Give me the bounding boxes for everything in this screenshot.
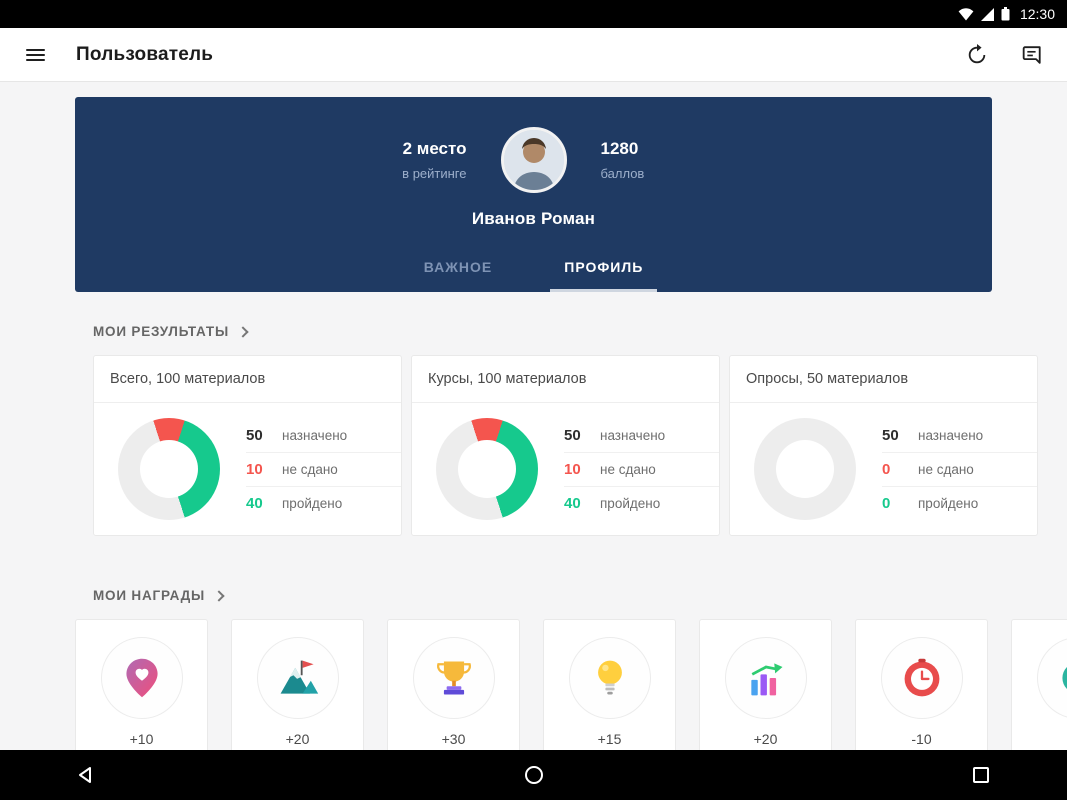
award-points: +20 bbox=[753, 731, 778, 747]
award-trophy-icon bbox=[436, 661, 471, 695]
result-card-title: Опросы, 50 материалов bbox=[730, 356, 1037, 403]
award-circle bbox=[256, 637, 339, 719]
status-time: 12:30 bbox=[1019, 6, 1055, 22]
profile-card: 2 место в рейтинге 1280 баллов Иванов Ро… bbox=[75, 97, 992, 292]
awards-section-title: МОИ НАГРАДЫ bbox=[93, 588, 206, 603]
legend-row: 0 не сдано bbox=[882, 452, 1037, 486]
legend-row: 50 назначено bbox=[246, 426, 348, 444]
refresh-button[interactable] bbox=[963, 41, 991, 69]
legend-row: 0 пройдено bbox=[882, 486, 1037, 520]
rank-block: 2 место в рейтинге bbox=[357, 139, 467, 181]
donut-chart bbox=[754, 418, 856, 520]
status-bar: 12:30 bbox=[0, 0, 1067, 28]
legend-row: 50 назначено bbox=[564, 426, 666, 444]
navigation-bar bbox=[0, 750, 1067, 800]
donut-chart bbox=[436, 418, 538, 520]
profile-tabs: ВАЖНОЕ ПРОФИЛЬ bbox=[75, 247, 992, 292]
award-lightbulb-icon bbox=[597, 660, 622, 695]
back-icon bbox=[79, 767, 91, 783]
page-title: Пользователь bbox=[76, 43, 214, 65]
award-mountain-flag-icon bbox=[280, 660, 318, 694]
results-row: Всего, 100 материалов 50 назначено 10 не… bbox=[93, 355, 1067, 536]
refresh-icon bbox=[968, 43, 986, 63]
result-card-courses: Курсы, 100 материалов 50 назначено 10 не… bbox=[411, 355, 720, 536]
legend: 50 назначено 10 не сдано 40 пройдено bbox=[564, 418, 719, 520]
legend: 50 назначено 0 не сдано 0 пройдено bbox=[882, 418, 1037, 520]
chat-icon bbox=[1022, 45, 1041, 64]
award-partial-icon bbox=[1061, 666, 1067, 690]
legend-row: 10 не сдано bbox=[246, 452, 401, 486]
award-points: +15 bbox=[597, 731, 622, 747]
result-card-title: Курсы, 100 материалов bbox=[412, 356, 719, 403]
award-pin-heart-icon bbox=[125, 658, 158, 698]
award-circle bbox=[100, 637, 183, 719]
awards-row: +10 +20 bbox=[75, 619, 1067, 789]
legend-row: 10 не сдано bbox=[564, 452, 719, 486]
award-circle bbox=[1036, 637, 1067, 719]
tab-important[interactable]: ВАЖНОЕ bbox=[423, 259, 493, 275]
chevron-right-icon bbox=[237, 326, 249, 338]
award-circle bbox=[568, 637, 651, 719]
menu-button[interactable] bbox=[22, 42, 49, 68]
profile-stats: 2 место в рейтинге 1280 баллов bbox=[75, 97, 992, 193]
result-card-surveys: Опросы, 50 материалов 50 назначено 0 не … bbox=[729, 355, 1038, 536]
battery-icon bbox=[1001, 7, 1010, 21]
results-section-header[interactable]: МОИ РЕЗУЛЬТАТЫ bbox=[93, 324, 1067, 339]
back-button[interactable] bbox=[70, 759, 102, 791]
hamburger-icon bbox=[26, 48, 45, 61]
award-points: +20 bbox=[285, 731, 310, 747]
avatar[interactable] bbox=[500, 127, 567, 193]
award-points: -10 bbox=[911, 731, 932, 747]
points-label: баллов bbox=[600, 166, 645, 181]
app-bar-actions bbox=[963, 41, 1045, 69]
award-circle bbox=[412, 637, 495, 719]
award-clock-icon bbox=[904, 658, 939, 697]
rank-label: в рейтинге bbox=[402, 166, 467, 181]
chevron-right-icon bbox=[213, 590, 225, 602]
wifi-icon bbox=[958, 7, 974, 20]
cell-signal-icon bbox=[980, 7, 994, 21]
user-name: Иванов Роман bbox=[471, 209, 596, 228]
donut-chart bbox=[118, 418, 220, 520]
tab-profile[interactable]: ПРОФИЛЬ bbox=[550, 247, 658, 292]
award-circle bbox=[880, 637, 963, 719]
results-section-title: МОИ РЕЗУЛЬТАТЫ bbox=[93, 324, 229, 339]
result-card-title: Всего, 100 материалов bbox=[94, 356, 401, 403]
legend-row: 40 пройдено bbox=[246, 486, 401, 520]
points-block: 1280 баллов bbox=[601, 139, 711, 181]
legend-row: 50 назначено bbox=[882, 426, 984, 444]
app-bar: Пользователь bbox=[0, 28, 1067, 82]
legend: 50 назначено 10 не сдано 40 пройдено bbox=[246, 418, 401, 520]
recents-button[interactable] bbox=[965, 759, 997, 791]
legend-row: 40 пройдено bbox=[564, 486, 719, 520]
avatar-photo-icon bbox=[503, 130, 564, 190]
recents-icon bbox=[973, 767, 989, 783]
award-points: +30 bbox=[441, 731, 466, 747]
home-icon bbox=[524, 766, 543, 784]
award-bar-chart-icon bbox=[750, 663, 782, 696]
award-circle bbox=[724, 637, 807, 719]
points-value: 1280 bbox=[600, 139, 639, 158]
awards-section-header[interactable]: МОИ НАГРАДЫ bbox=[93, 588, 1067, 603]
messages-button[interactable] bbox=[1017, 41, 1045, 69]
award-points: +10 bbox=[129, 731, 154, 747]
home-button[interactable] bbox=[518, 759, 550, 791]
rank-value: 2 место bbox=[402, 139, 467, 158]
result-card-total: Всего, 100 материалов 50 назначено 10 не… bbox=[93, 355, 402, 536]
